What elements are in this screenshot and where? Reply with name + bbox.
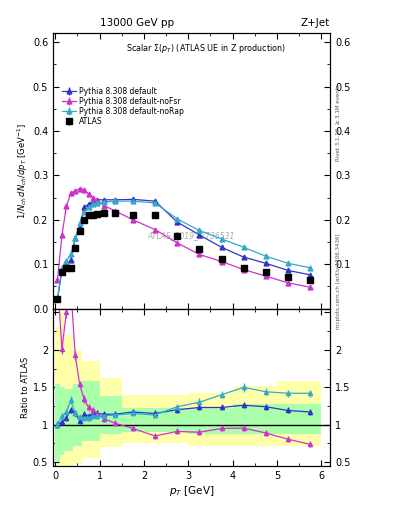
Text: Scalar $\Sigma(p_T)$ (ATLAS UE in Z production): Scalar $\Sigma(p_T)$ (ATLAS UE in Z prod… [125,41,285,55]
X-axis label: $p_T$ [GeV]: $p_T$ [GeV] [169,483,214,498]
Y-axis label: Ratio to ATLAS: Ratio to ATLAS [21,357,30,418]
Text: Rivet 3.1.10, ≥ 3.1M events: Rivet 3.1.10, ≥ 3.1M events [336,84,341,161]
Legend: Pythia 8.308 default, Pythia 8.308 default-noFsr, Pythia 8.308 default-noRap, AT: Pythia 8.308 default, Pythia 8.308 defau… [62,87,184,126]
Text: Z+Jet: Z+Jet [301,18,330,28]
Y-axis label: $1/N_{ch}\,dN_{ch}/dp_T$ [GeV$^{-1}$]: $1/N_{ch}\,dN_{ch}/dp_T$ [GeV$^{-1}$] [16,123,30,219]
Text: 13000 GeV pp: 13000 GeV pp [101,18,174,28]
Text: mcplots.cern.ch [arXiv:1306.3436]: mcplots.cern.ch [arXiv:1306.3436] [336,234,341,329]
Text: ATLAS_2019_I1736531: ATLAS_2019_I1736531 [148,231,235,241]
